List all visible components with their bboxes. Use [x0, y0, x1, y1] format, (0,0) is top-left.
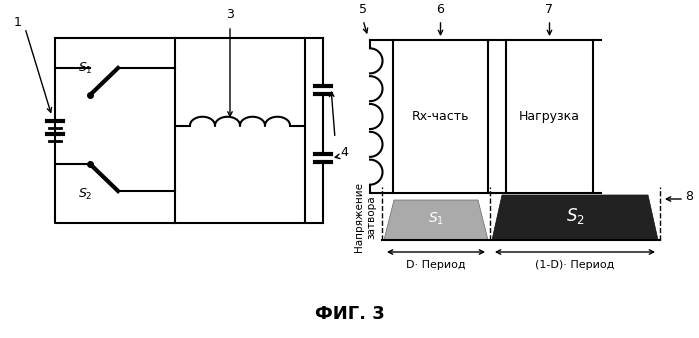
Text: 3: 3 — [226, 8, 234, 21]
Text: $S_2$: $S_2$ — [565, 207, 584, 226]
Text: 6: 6 — [437, 3, 445, 16]
Text: 1: 1 — [14, 16, 22, 28]
Text: 7: 7 — [545, 3, 554, 16]
Text: 8: 8 — [685, 190, 693, 203]
Text: 4: 4 — [340, 146, 348, 159]
Text: 5: 5 — [359, 3, 367, 16]
Text: D· Период: D· Период — [406, 260, 466, 270]
Text: Rx-часть: Rx-часть — [412, 110, 469, 123]
Bar — [506, 40, 593, 193]
Polygon shape — [384, 200, 488, 240]
Text: Напряжение
затвора: Напряжение затвора — [354, 183, 376, 252]
Polygon shape — [492, 195, 658, 240]
Text: (1-D)· Период: (1-D)· Период — [535, 260, 614, 270]
Text: Нагрузка: Нагрузка — [519, 110, 580, 123]
Text: $S_1$: $S_1$ — [428, 211, 444, 227]
Bar — [393, 40, 488, 193]
Text: ФИГ. 3: ФИГ. 3 — [315, 305, 385, 323]
Text: $S_2$: $S_2$ — [78, 187, 92, 202]
Text: $S_1$: $S_1$ — [78, 61, 93, 76]
